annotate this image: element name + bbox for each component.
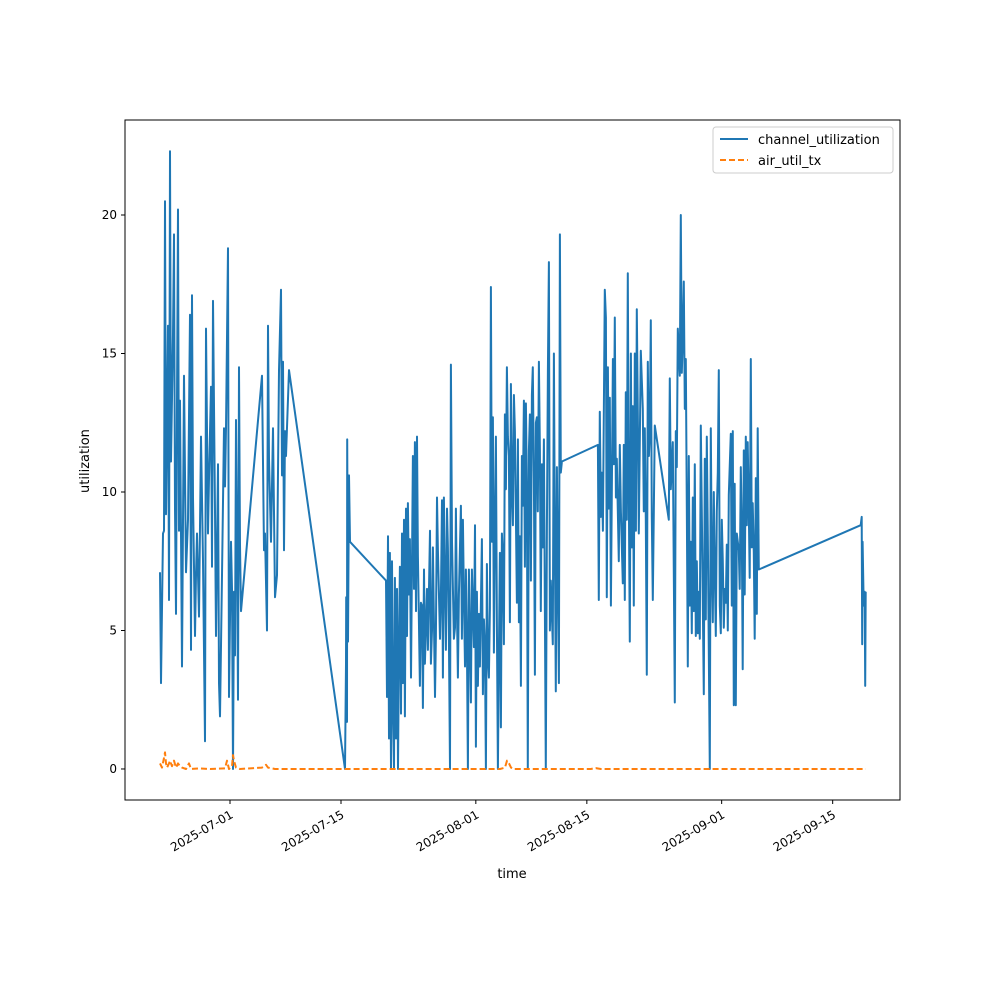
legend-label-channel-utilization: channel_utilization: [758, 133, 880, 148]
y-axis: 0 5 10 15 20: [102, 208, 125, 776]
y-tick-label: 10: [102, 485, 117, 499]
y-tick-label: 20: [102, 208, 117, 222]
y-tick-label: 15: [102, 346, 117, 360]
series-line-air-util-tx: [159, 751, 866, 770]
legend-box: [712, 126, 894, 174]
y-tick-label: 5: [109, 623, 117, 637]
series-layer: [159, 150, 867, 770]
legend: channel_utilization air_util_tx: [712, 126, 894, 174]
x-axis-label: time: [497, 867, 526, 882]
series-line-channel-utilization: [159, 150, 867, 770]
plot-frame: [124, 119, 901, 801]
legend-label-air-util-tx: air_util_tx: [758, 154, 822, 169]
y-axis-label: utilization: [78, 429, 93, 493]
y-tick-label: 0: [109, 762, 117, 776]
